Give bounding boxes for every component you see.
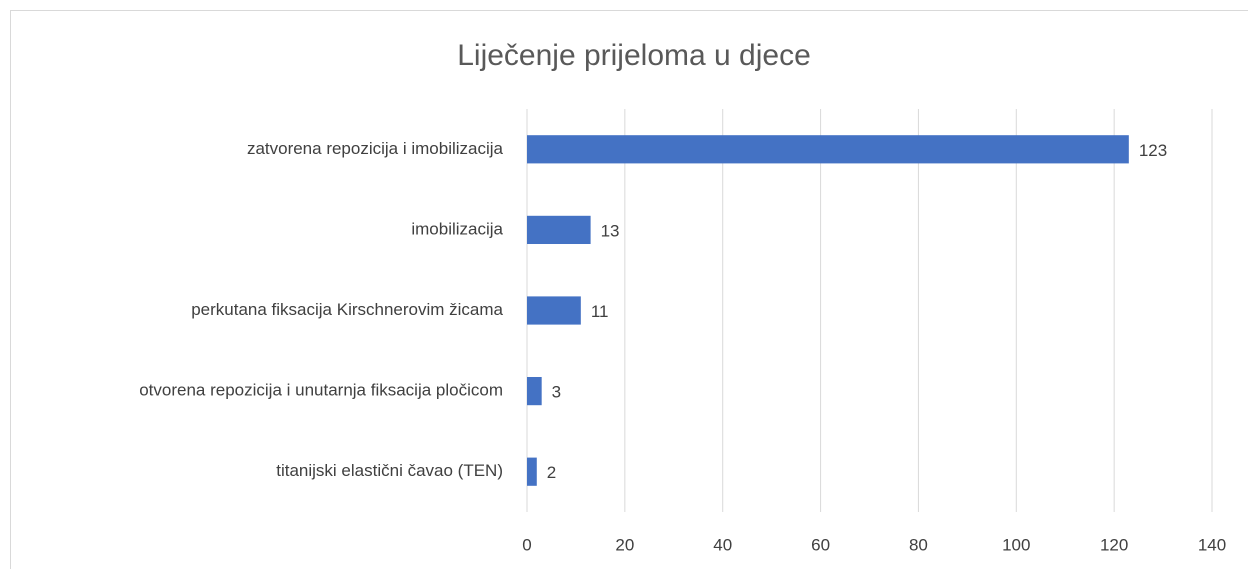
y-tick-label: otvorena repozicija i unutarnja fiksacij…	[139, 381, 503, 400]
x-tick-label: 20	[615, 535, 634, 554]
x-tick-label: 100	[1002, 535, 1030, 554]
x-tick-label: 80	[909, 535, 928, 554]
bar	[527, 296, 581, 325]
x-tick-label: 140	[1198, 535, 1226, 554]
data-label: 123	[1139, 141, 1167, 160]
data-label: 2	[547, 463, 556, 482]
data-label: 11	[591, 302, 609, 321]
bar	[527, 135, 1129, 164]
y-tick-label: zatvorena repozicija i imobilizacija	[247, 139, 504, 158]
data-label: 13	[601, 221, 620, 240]
bar	[527, 215, 591, 245]
bar	[527, 457, 537, 486]
x-tick-label: 40	[713, 535, 732, 554]
x-tick-label: 60	[811, 535, 830, 554]
x-tick-label: 0	[522, 535, 531, 554]
chart-border	[10, 10, 1248, 569]
chart-title: Liječenje prijeloma u djece	[457, 39, 811, 72]
y-tick-label: imobilizacija	[411, 219, 503, 238]
data-label: 3	[552, 383, 561, 402]
y-tick-label: titanijski elastični čavao (TEN)	[276, 461, 503, 480]
y-tick-label: perkutana fiksacija Kirschnerovim žicama	[191, 300, 503, 319]
bar	[527, 376, 542, 406]
x-tick-label: 120	[1100, 535, 1128, 554]
